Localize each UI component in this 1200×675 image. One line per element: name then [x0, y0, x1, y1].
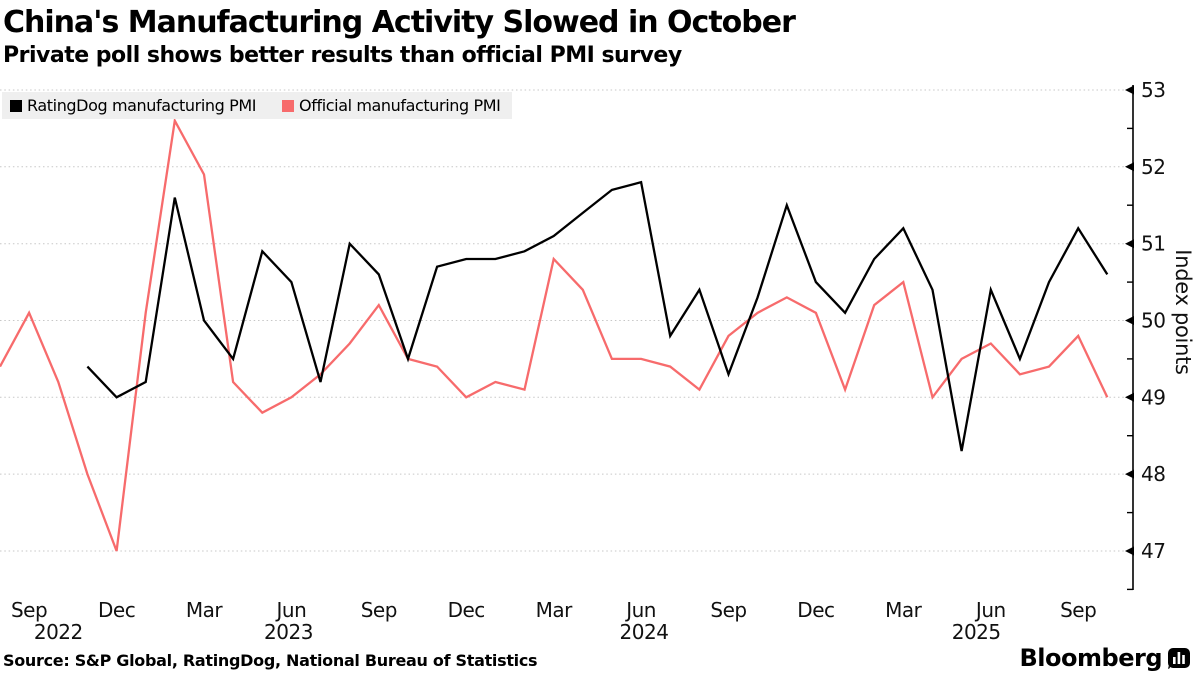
x-year-label-2024: 2024 [620, 620, 669, 644]
x-tick-label-Jun: Jun [275, 598, 307, 622]
y-major-tick [1125, 162, 1134, 172]
page-subtitle: Private poll shows better results than o… [3, 43, 682, 68]
bar-chart-bubble-icon [1168, 647, 1190, 669]
official-swatch-icon [282, 99, 295, 112]
y-axis-title: Index points [1171, 249, 1195, 374]
ratingdog-swatch-icon [10, 99, 22, 112]
x-tick-label-Mar: Mar [885, 598, 923, 622]
x-tick-label-Dec: Dec [797, 598, 834, 622]
page-title: China's Manufacturing Activity Slowed in… [3, 5, 796, 40]
y-tick-label: 49 [1141, 385, 1165, 409]
x-tick-label-Dec: Dec [448, 598, 485, 622]
series-line-ratingdog [86, 180, 1109, 452]
legend-label-official: Official manufacturing PMI [299, 96, 501, 115]
x-tick-label-Mar: Mar [186, 598, 224, 622]
y-major-tick [1125, 316, 1134, 325]
source-note: Source: S&P Global, RatingDog, National … [3, 651, 538, 670]
bloomberg-wordmark: Bloomberg [1019, 644, 1163, 672]
x-tick-label-Sep: Sep [11, 598, 47, 622]
legend-item-ratingdog: RatingDog manufacturing PMI [10, 96, 256, 115]
y-tick-label: 50 [1141, 309, 1165, 333]
x-year-label-2022: 2022 [34, 620, 83, 644]
x-tick-label-Mar: Mar [536, 598, 574, 622]
bloomberg-logo: Bloomberg [1020, 644, 1190, 672]
y-tick-label: 47 [1141, 539, 1165, 563]
y-major-tick [1125, 392, 1134, 402]
x-tick-label-Dec: Dec [98, 598, 135, 622]
y-major-tick [1125, 85, 1134, 95]
x-tick-label-Jun: Jun [624, 598, 656, 622]
x-year-label-2023: 2023 [264, 620, 313, 644]
y-major-tick [1125, 239, 1134, 249]
x-tick-label-Sep: Sep [710, 598, 746, 622]
y-tick-label: 48 [1141, 462, 1165, 486]
x-tick-label-Sep: Sep [361, 598, 397, 622]
y-tick-label: 52 [1141, 155, 1165, 179]
y-major-tick [1125, 546, 1134, 556]
legend-item-official: Official manufacturing PMI [282, 96, 501, 115]
series-line-official [0, 117, 1109, 552]
legend-label-ratingdog: RatingDog manufacturing PMI [27, 96, 257, 115]
y-major-tick [1125, 469, 1134, 479]
y-tick-label: 53 [1141, 78, 1165, 102]
x-year-label-2025: 2025 [952, 620, 1001, 644]
y-tick-label: 51 [1141, 232, 1165, 256]
x-tick-label-Sep: Sep [1060, 598, 1096, 622]
chart-legend: RatingDog manufacturing PMI Official man… [2, 92, 513, 119]
x-tick-label-Jun: Jun [974, 598, 1006, 622]
